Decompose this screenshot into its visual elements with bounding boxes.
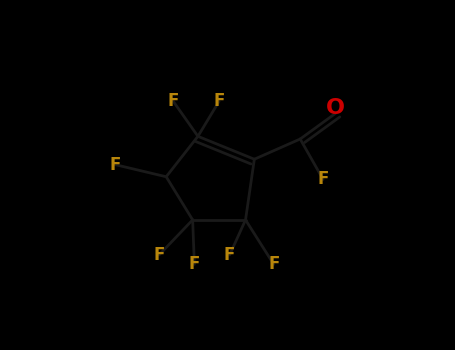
Text: O: O	[326, 98, 345, 118]
Text: F: F	[153, 246, 165, 264]
Text: F: F	[167, 92, 179, 110]
Text: F: F	[189, 256, 200, 273]
Text: F: F	[318, 170, 329, 188]
Text: F: F	[109, 156, 121, 174]
Text: F: F	[268, 256, 279, 273]
Text: F: F	[213, 92, 225, 110]
Text: F: F	[224, 246, 235, 264]
